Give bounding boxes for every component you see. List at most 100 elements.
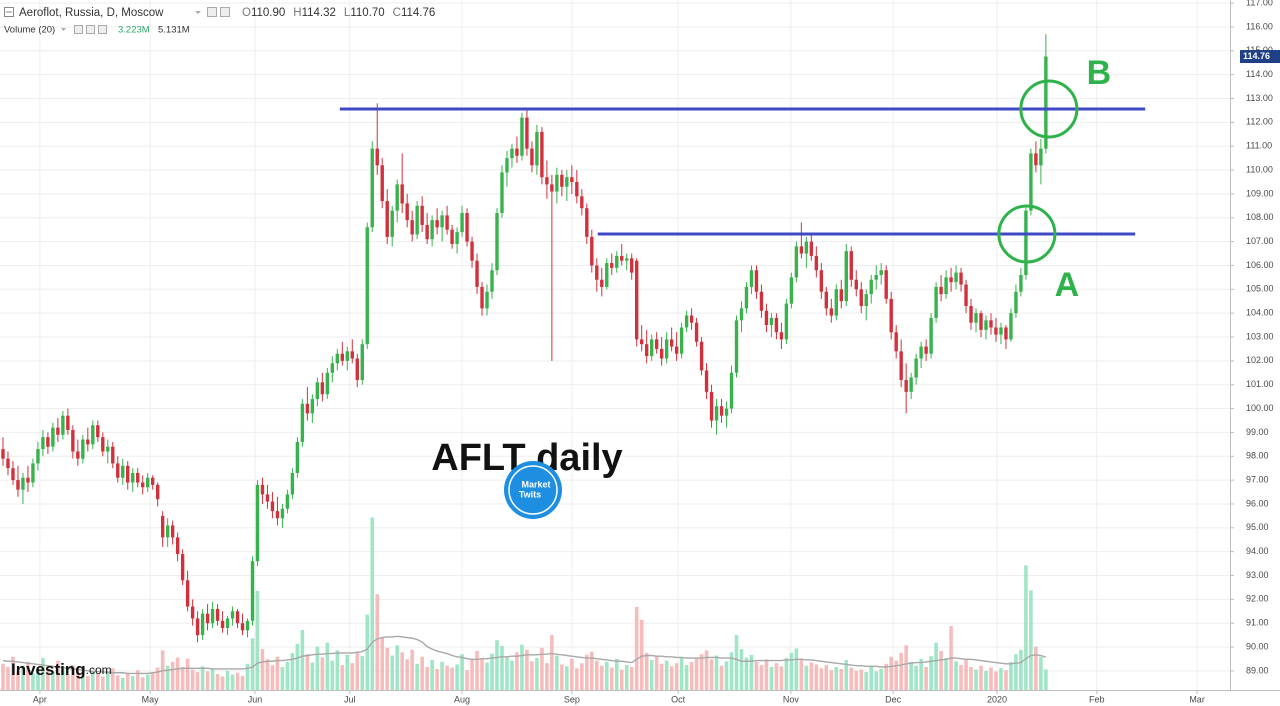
candle-body	[405, 203, 409, 221]
candle-body	[210, 608, 215, 624]
volume-bar	[669, 666, 674, 690]
volume-bar	[345, 654, 350, 690]
volume-bar	[804, 665, 809, 690]
volume-bar	[445, 665, 449, 690]
y-tick-label: 116.00	[1246, 21, 1273, 31]
volume-bar	[869, 667, 874, 690]
y-tick-label: 97.00	[1246, 474, 1269, 484]
candle-body	[520, 117, 524, 156]
candle-body	[575, 181, 579, 197]
candle-body	[1009, 313, 1013, 340]
y-tick-label: 113.00	[1246, 93, 1273, 103]
volume-bar	[954, 661, 958, 690]
candle-body	[340, 353, 345, 361]
volume-bar	[325, 642, 330, 690]
remove-icon[interactable]	[98, 25, 107, 34]
candle-body	[235, 611, 240, 624]
hide-icon[interactable]	[220, 7, 230, 17]
y-tick-label: 104.00	[1246, 308, 1274, 318]
x-tick-label: 2020	[987, 694, 1007, 704]
volume-bar	[495, 640, 499, 690]
candle-body	[719, 406, 724, 416]
candle-body	[11, 468, 15, 481]
candle-body	[789, 277, 794, 304]
hide-icon[interactable]	[86, 25, 95, 34]
candle-body	[131, 472, 135, 483]
volume-bar	[420, 656, 424, 690]
volume-bar	[699, 654, 704, 690]
dropdown-icon[interactable]	[195, 11, 201, 14]
candle-body	[799, 246, 804, 254]
settings-icon[interactable]	[207, 7, 217, 17]
volume-bar	[180, 667, 185, 690]
candle-body	[26, 477, 30, 483]
volume-bar	[599, 665, 604, 690]
candle-body	[305, 403, 310, 414]
volume-bar	[904, 645, 908, 690]
candle-body	[320, 382, 325, 395]
candle-body	[195, 618, 200, 636]
collapse-icon[interactable]	[4, 7, 14, 17]
candle-body	[76, 451, 80, 459]
candle-body	[46, 437, 50, 447]
volume-bar	[659, 663, 664, 690]
candle-body	[854, 279, 858, 290]
volume-bar	[694, 658, 699, 690]
candle-body	[525, 117, 529, 149]
logo-text: Twits	[519, 489, 541, 499]
volume-ma-line	[2, 635, 1047, 675]
volume-bar	[490, 653, 494, 690]
symbol-title: Aeroflot, Russia, D, Moscow	[19, 7, 164, 19]
candle-body	[555, 174, 559, 192]
settings-icon[interactable]	[74, 25, 83, 34]
ohlc-value: 114.32	[302, 7, 336, 19]
candle-body	[61, 415, 65, 435]
candle-body	[535, 131, 539, 166]
candle-body	[1039, 148, 1043, 166]
candle-body	[694, 322, 699, 342]
y-tick-label: 117.00	[1246, 0, 1273, 7]
candle-body	[205, 613, 210, 624]
candle-body	[954, 272, 958, 283]
y-tick-label: 94.00	[1246, 546, 1269, 556]
volume-bar	[724, 661, 729, 690]
volume-bar	[470, 659, 474, 690]
volume-bar	[76, 672, 80, 690]
volume-bar	[959, 665, 963, 690]
y-tick-label: 92.00	[1246, 594, 1269, 604]
candle-body	[649, 339, 654, 357]
candle-body	[1024, 210, 1028, 275]
candle-body	[390, 210, 394, 237]
candle-body	[879, 270, 883, 275]
volume-bar	[929, 656, 933, 690]
candle-body	[859, 289, 863, 307]
candle-body	[445, 215, 449, 230]
candle-body	[979, 313, 983, 330]
volume-bar	[41, 658, 45, 690]
volume-bar	[789, 652, 794, 690]
volume-bar	[634, 606, 639, 690]
volume-title: Volume (20)	[4, 25, 55, 36]
volume-bar	[530, 661, 534, 690]
volume-bar	[330, 660, 335, 690]
candle-body	[51, 427, 55, 447]
candle-body	[1029, 153, 1033, 211]
candle-body	[400, 184, 404, 204]
volume-bar	[450, 667, 454, 690]
volume-bar	[619, 669, 624, 690]
candle-body	[160, 515, 165, 538]
candle-body	[315, 382, 320, 400]
y-tick-label: 106.00	[1246, 260, 1274, 270]
volume-bar	[46, 668, 50, 690]
volume-bar	[754, 661, 759, 690]
dropdown-icon[interactable]	[61, 28, 66, 31]
volume-bar	[525, 649, 529, 690]
volume-bar	[609, 667, 614, 690]
volume-bar	[799, 658, 804, 690]
volume-bar	[824, 665, 829, 690]
candle-body	[894, 332, 898, 352]
ohlc-value: 110.70	[350, 7, 384, 19]
candle-body	[595, 265, 599, 280]
x-tick-label: Apr	[33, 694, 47, 704]
volume-bar	[365, 614, 370, 690]
